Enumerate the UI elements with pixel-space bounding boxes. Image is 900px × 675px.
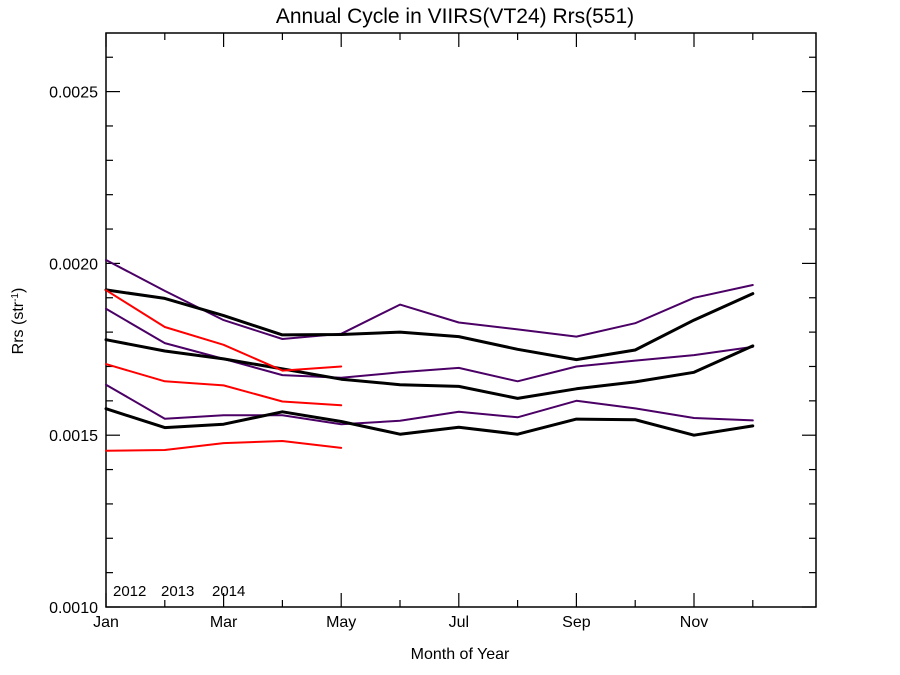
series-line-5 [104,338,755,400]
series-line-9 [105,440,343,452]
legend-label-2012: 2012 [113,583,146,600]
y-tick-label: 0.0015 [49,428,98,445]
series-layer [104,259,755,452]
y-axis-title-main: Rrs (str [10,301,27,354]
legend-label-2014: 2014 [212,583,245,600]
series-line-2 [105,307,754,383]
legend-label-2013: 2013 [161,583,194,600]
plot-frame [105,32,817,608]
series-line-1 [105,259,754,340]
y-axis-title: Rrs (str-1) [10,288,28,355]
chart-title: Annual Cycle in VIIRS(VT24) Rrs(551) [276,5,634,28]
series-line-3 [105,383,754,426]
x-tick-label: Sep [562,614,591,631]
x-tick-label: Jul [449,614,469,631]
y-axis-title-close: ) [10,288,27,293]
axis-ticks: Jan Mar May Jul Sep Nov 0.0010 0.0015 0.0020 0.00… [49,33,816,631]
x-axis-title: Month of Year [411,646,510,663]
series-line-6 [104,407,755,437]
series-line-4 [104,288,755,362]
x-tick-label: May [326,614,356,631]
y-tick-label: 0.0010 [49,600,98,617]
series-line-7 [105,289,343,372]
series-line-8 [105,363,343,407]
y-axis-title-sup: -1 [10,293,21,302]
x-tick-label: Nov [680,614,708,631]
x-tick-label: Mar [210,614,238,631]
y-tick-label: 0.0020 [49,256,98,273]
x-tick-label: Jan [93,614,119,631]
y-tick-label: 0.0025 [49,85,98,102]
